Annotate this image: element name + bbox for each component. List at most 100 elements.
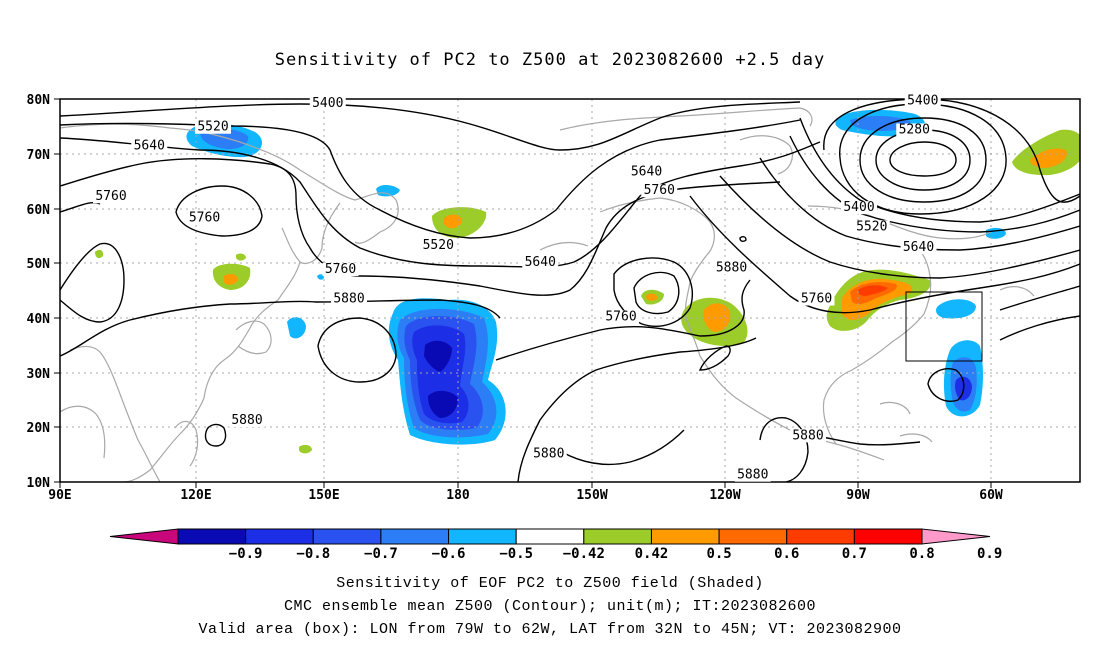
contour-label-bg [331, 292, 367, 306]
contour-label-bg [420, 238, 457, 252]
contour-label-bg [195, 120, 231, 134]
lon-tick-label: 180 [446, 488, 470, 503]
contour-5880-pacific [495, 279, 751, 361]
contour-5640 [60, 137, 821, 268]
colorbar-swatch [583, 528, 652, 545]
lon-tick-label: 150E [308, 488, 339, 503]
lon-tick-label: 120W [709, 488, 740, 503]
lon-axis-labels: 90E 120E 150E 180 150W 120W 90W 60W [48, 488, 1003, 503]
lon-tick-label: 120E [180, 488, 211, 503]
colorbar-label: −0.9 [229, 546, 263, 562]
map-title: Sensitivity of PC2 to Z500 at 2023082600… [274, 50, 826, 70]
colorbar-swatch [312, 528, 382, 545]
caption-valid-area: Valid area (box): LON from 79W to 62W, L… [198, 621, 902, 638]
contour-labels: 5400 5520 5640 5760 5760 5520 5640 5760 5880 5880… [93, 93, 941, 483]
colorbar-label: −0.42 [563, 546, 605, 562]
contour-label: 5880 [792, 428, 823, 443]
contour-label-bg [522, 255, 559, 269]
contour-label-bg [853, 220, 890, 234]
contour-label-bg [322, 262, 359, 276]
contour-label: 5760 [325, 262, 356, 277]
contour-label-bg [904, 94, 941, 108]
colorbar-label: 0.42 [635, 546, 669, 562]
colorbar-label: 0.9 [977, 546, 1002, 562]
contour-label: 5280 [899, 122, 930, 137]
valid-area-box [905, 291, 983, 362]
caption-contour: CMC ensemble mean Z500 (Contour); unit(m… [283, 598, 817, 615]
lat-tick-label: 10N [27, 476, 51, 491]
colorbar-low-extension [109, 528, 179, 545]
contour-label: 5880 [533, 446, 564, 461]
contour-label: 5880 [737, 468, 768, 483]
contour-label-bg [603, 310, 639, 324]
colorbar-label: 0.5 [706, 546, 731, 562]
contour-label-bg [841, 201, 877, 215]
lon-tick-label: 90W [846, 488, 870, 503]
contour-label-bg [530, 447, 567, 461]
contour-label: 5760 [605, 310, 636, 325]
contour-label: 5400 [312, 96, 343, 111]
shaded-sensitivity-layer [95, 109, 1080, 454]
contour-label-bg [628, 165, 665, 179]
contour-label: 5640 [903, 240, 934, 255]
tick-marks [54, 98, 992, 488]
contour-label: 5640 [525, 255, 556, 270]
lat-axis-labels: 80N 70N 60N 50N 40N 30N 20N 10N [27, 93, 51, 491]
contour-label: 5400 [907, 93, 938, 108]
contour-label: 5880 [333, 292, 364, 307]
colorbar-swatch [448, 528, 517, 545]
colorbar-label: −0.8 [296, 546, 330, 562]
contour-label: 5640 [631, 165, 662, 180]
contour-label-bg [896, 123, 933, 137]
low-center-5280 [889, 141, 957, 177]
contour-label-bg [309, 97, 346, 111]
contour-label: 5760 [95, 189, 126, 204]
colorbar-label: −0.6 [432, 546, 466, 562]
colorbar-swatch [245, 528, 314, 545]
contour-label: 5640 [134, 138, 165, 153]
lat-tick-label: 80N [27, 93, 51, 108]
contour-5400 [60, 101, 801, 151]
colorbar-label: −0.5 [499, 546, 533, 562]
contour-label: 5520 [423, 238, 454, 253]
lat-tick-label: 40N [27, 312, 51, 327]
colorbar-labels: −0.9 −0.8 −0.7 −0.6 −0.5 −0.42 0.42 0.5 0.6 0.7 0.… [229, 546, 1003, 562]
colorbar-label: 0.8 [909, 546, 934, 562]
contour-label: 5880 [716, 260, 747, 275]
lon-tick-label: 150W [576, 488, 607, 503]
contour-label-bg [734, 468, 771, 482]
contour-label-bg [186, 211, 223, 225]
contour-label-bg [229, 414, 265, 428]
colorbar-swatch [515, 528, 585, 545]
map-frame [59, 98, 1081, 483]
contour-label: 5760 [644, 183, 675, 198]
contour-label: 5760 [189, 211, 220, 226]
contour-label-bg [93, 190, 129, 204]
lat-tick-label: 20N [27, 421, 51, 436]
contour-label: 5520 [856, 219, 887, 234]
colorbar-swatch [853, 528, 923, 545]
colorbar-label: 0.7 [842, 546, 867, 562]
contour-label: 5880 [231, 413, 262, 428]
colorbar-swatch [177, 528, 247, 545]
lat-tick-label: 50N [27, 257, 51, 272]
contour-label: 5520 [197, 120, 228, 135]
contour-label-bg [131, 139, 168, 153]
colorbar-high-extension [921, 528, 991, 545]
contour-label: 5400 [843, 200, 874, 215]
contour-label-bg [900, 241, 937, 255]
contour-5760 [60, 158, 781, 296]
lat-tick-label: 30N [27, 367, 51, 382]
contour-label-bg [790, 429, 826, 443]
lon-tick-label: 90E [48, 488, 71, 503]
colorbar-swatch [650, 528, 720, 545]
colorbar-swatch [718, 528, 788, 545]
lat-tick-label: 60N [27, 203, 51, 218]
lat-tick-label: 70N [27, 148, 51, 163]
colorbar [109, 528, 991, 545]
negative-blob-atlantic [936, 299, 976, 319]
contour-label-bg [641, 184, 678, 198]
colorbar-swatch [380, 528, 450, 545]
colorbar-label: 0.6 [774, 546, 799, 562]
